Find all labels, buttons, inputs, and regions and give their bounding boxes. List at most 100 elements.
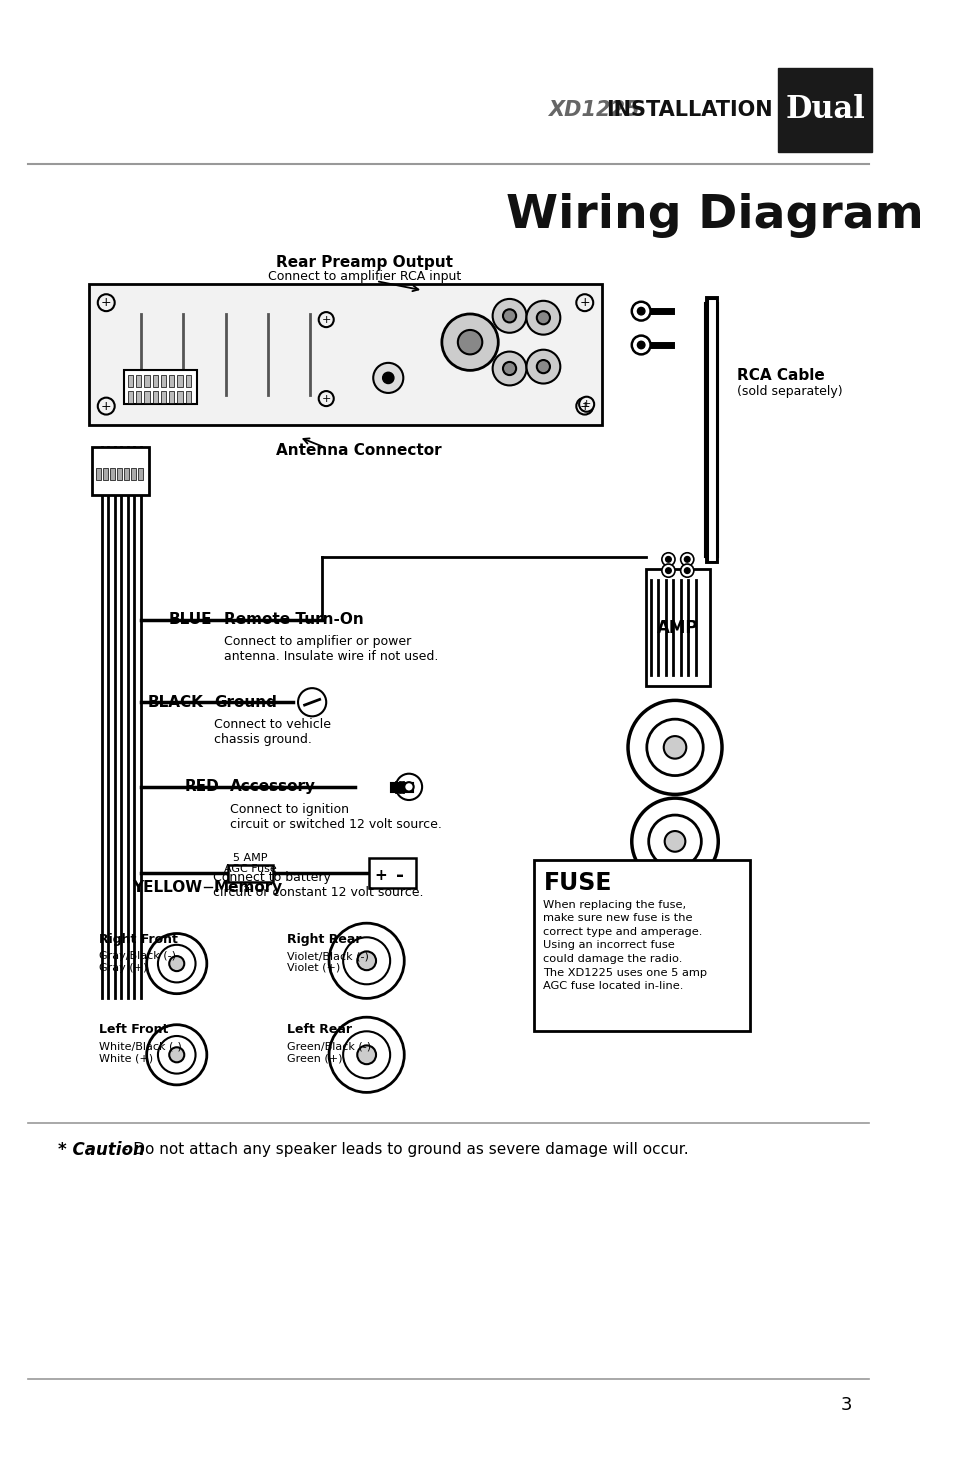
Circle shape bbox=[663, 736, 685, 758]
Bar bbox=[124, 370, 197, 404]
Circle shape bbox=[158, 945, 195, 982]
Circle shape bbox=[665, 568, 671, 574]
Circle shape bbox=[356, 951, 375, 971]
Bar bbox=[110, 468, 114, 481]
Text: 5 AMP
AGC Fuse: 5 AMP AGC Fuse bbox=[223, 853, 276, 875]
Circle shape bbox=[679, 563, 693, 577]
Text: +: + bbox=[581, 400, 591, 409]
Circle shape bbox=[457, 330, 482, 354]
Circle shape bbox=[158, 1035, 195, 1074]
Bar bbox=[645, 569, 709, 686]
Circle shape bbox=[373, 363, 403, 392]
Bar bbox=[124, 468, 129, 481]
Text: XD1225: XD1225 bbox=[547, 100, 639, 119]
Circle shape bbox=[679, 553, 693, 566]
Circle shape bbox=[502, 361, 516, 375]
Text: - Do not attach any speaker leads to ground as severe damage will occur.: - Do not attach any speaker leads to gro… bbox=[118, 1142, 688, 1158]
Circle shape bbox=[492, 299, 526, 333]
Text: BLACK: BLACK bbox=[147, 695, 203, 709]
Bar bbox=[227, 864, 273, 882]
Text: Ground: Ground bbox=[214, 695, 277, 709]
Bar bbox=[368, 858, 416, 888]
Text: -: - bbox=[396, 866, 404, 885]
Text: RED: RED bbox=[184, 779, 219, 795]
Text: Dual: Dual bbox=[784, 94, 864, 125]
Circle shape bbox=[665, 556, 671, 562]
Circle shape bbox=[537, 360, 549, 373]
Circle shape bbox=[631, 336, 650, 354]
Circle shape bbox=[631, 798, 718, 885]
Text: Remote Turn-On: Remote Turn-On bbox=[224, 612, 363, 627]
Bar bbox=[138, 468, 143, 481]
Bar bbox=[177, 375, 182, 388]
Text: +: + bbox=[578, 296, 590, 310]
Circle shape bbox=[683, 556, 689, 562]
Circle shape bbox=[97, 294, 114, 311]
Text: +: + bbox=[101, 400, 112, 413]
Text: RCA Cable: RCA Cable bbox=[737, 367, 824, 382]
Text: YELLOW: YELLOW bbox=[132, 881, 202, 895]
Circle shape bbox=[441, 314, 497, 370]
Bar bbox=[103, 468, 108, 481]
Circle shape bbox=[404, 782, 414, 792]
Text: Connect to amplifier RCA input: Connect to amplifier RCA input bbox=[268, 270, 461, 283]
Text: Right Rear: Right Rear bbox=[287, 932, 361, 945]
Bar bbox=[128, 375, 132, 388]
Text: Right Front: Right Front bbox=[98, 932, 177, 945]
Text: Connect to vehicle
chassis ground.: Connect to vehicle chassis ground. bbox=[214, 718, 331, 746]
Bar bbox=[169, 391, 174, 403]
Text: (sold separately): (sold separately) bbox=[737, 385, 841, 398]
Circle shape bbox=[147, 934, 207, 994]
Text: Connect to battery
circuit or constant 12 volt source.: Connect to battery circuit or constant 1… bbox=[213, 872, 423, 900]
Circle shape bbox=[343, 937, 390, 984]
Text: When replacing the fuse,
make sure new fuse is the
correct type and amperage.
Us: When replacing the fuse, make sure new f… bbox=[543, 900, 707, 991]
Text: FUSE: FUSE bbox=[543, 872, 611, 895]
Circle shape bbox=[329, 923, 404, 999]
Bar bbox=[169, 375, 174, 388]
Circle shape bbox=[318, 313, 334, 327]
Text: Gray/Black (-)
Gray (+): Gray/Black (-) Gray (+) bbox=[98, 951, 175, 974]
Circle shape bbox=[526, 350, 559, 384]
Text: 3: 3 bbox=[840, 1397, 851, 1415]
Text: Wiring Diagram: Wiring Diagram bbox=[505, 193, 923, 237]
Bar bbox=[177, 391, 182, 403]
Text: Violet/Black (-)
Violet (+): Violet/Black (-) Violet (+) bbox=[287, 951, 368, 974]
Circle shape bbox=[382, 372, 394, 384]
Text: White/Black (-)
White (+): White/Black (-) White (+) bbox=[98, 1041, 181, 1063]
Circle shape bbox=[492, 351, 526, 385]
Bar bbox=[144, 391, 150, 403]
Circle shape bbox=[664, 830, 684, 851]
Circle shape bbox=[147, 1025, 207, 1086]
Circle shape bbox=[318, 391, 334, 406]
Bar bbox=[144, 375, 150, 388]
Circle shape bbox=[661, 553, 675, 566]
Text: +: + bbox=[321, 394, 331, 404]
Bar bbox=[152, 391, 157, 403]
Bar bbox=[136, 375, 141, 388]
Text: +: + bbox=[578, 400, 590, 413]
Circle shape bbox=[627, 701, 721, 795]
Text: Connect to ignition
circuit or switched 12 volt source.: Connect to ignition circuit or switched … bbox=[230, 802, 442, 830]
Text: Memory: Memory bbox=[213, 881, 282, 895]
Bar bbox=[161, 375, 166, 388]
Circle shape bbox=[297, 689, 326, 717]
Circle shape bbox=[502, 310, 516, 323]
Bar bbox=[92, 447, 149, 496]
Circle shape bbox=[631, 302, 650, 320]
Bar bbox=[534, 860, 749, 1031]
Circle shape bbox=[97, 398, 114, 414]
Bar bbox=[90, 283, 601, 425]
Circle shape bbox=[329, 1018, 404, 1093]
Text: AMP: AMP bbox=[657, 618, 698, 637]
Bar bbox=[778, 68, 872, 152]
Text: * Caution: * Caution bbox=[58, 1140, 145, 1159]
Bar bbox=[152, 375, 157, 388]
Circle shape bbox=[395, 774, 421, 799]
Circle shape bbox=[646, 720, 702, 776]
Text: Left Front: Left Front bbox=[98, 1022, 168, 1035]
Circle shape bbox=[637, 307, 644, 314]
Text: Accessory: Accessory bbox=[230, 779, 316, 795]
Text: Rear Preamp Output: Rear Preamp Output bbox=[276, 255, 453, 270]
Text: Connect to amplifier or power
antenna. Insulate wire if not used.: Connect to amplifier or power antenna. I… bbox=[224, 636, 437, 664]
Circle shape bbox=[578, 397, 594, 412]
